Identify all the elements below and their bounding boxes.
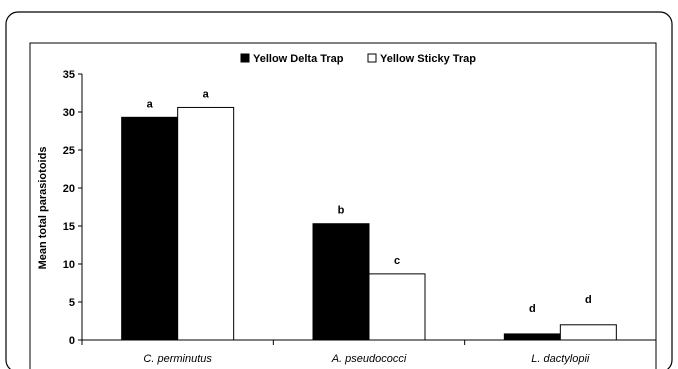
bar-letter-labels: a a b c d d xyxy=(147,88,592,314)
y-tick-label: 5 xyxy=(69,297,75,309)
y-tick-label: 0 xyxy=(69,335,75,347)
legend-swatch-yellow-delta-trap xyxy=(240,53,250,63)
bars xyxy=(121,106,617,341)
legend: Yellow Delta Trap Yellow Sticky Trap xyxy=(240,53,476,65)
legend-swatch-yellow-sticky-trap xyxy=(367,53,377,63)
y-tick-label: 30 xyxy=(63,107,75,119)
legend-label-yellow-delta-trap: Yellow Delta Trap xyxy=(253,53,344,65)
bar xyxy=(312,223,370,341)
y-tick-label: 20 xyxy=(63,183,75,195)
bar-significance-letter: a xyxy=(203,88,210,100)
y-axis-title: Mean total parasiotoids xyxy=(37,147,49,270)
y-tick-label: 35 xyxy=(63,69,75,81)
bar-significance-letter: b xyxy=(338,205,345,217)
legend-label-yellow-sticky-trap: Yellow Sticky Trap xyxy=(380,53,476,65)
bar-significance-letter: d xyxy=(529,303,536,315)
bar xyxy=(503,333,561,341)
bar xyxy=(177,106,235,341)
y-tick-label: 25 xyxy=(63,145,75,157)
y-tick-label: 15 xyxy=(63,221,75,233)
x-category-label: L. dactylopii xyxy=(531,353,590,365)
bar-significance-letter: a xyxy=(147,98,154,110)
x-category-label: C. perminutus xyxy=(143,353,212,365)
bar xyxy=(559,324,617,341)
bar xyxy=(368,273,426,341)
bar xyxy=(121,116,179,341)
bar-significance-letter: c xyxy=(394,255,400,267)
bar-significance-letter: d xyxy=(585,294,592,306)
y-axis: 0 5 10 15 20 25 30 35 xyxy=(63,69,83,347)
y-tick-label: 10 xyxy=(63,259,75,271)
x-category-label: A. pseudococci xyxy=(331,353,407,365)
